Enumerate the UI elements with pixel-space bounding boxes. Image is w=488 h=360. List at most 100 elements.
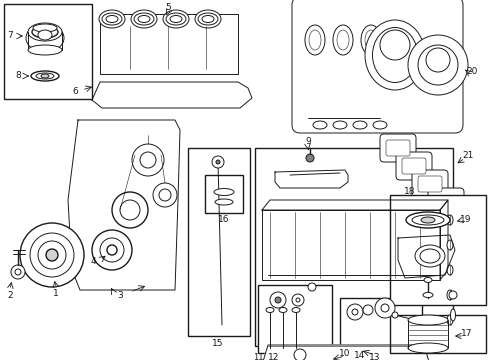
Bar [100,14,238,74]
Ellipse shape [138,15,150,22]
Text: 10: 10 [339,348,350,357]
Circle shape [269,292,285,308]
Ellipse shape [170,15,182,22]
Text: 7: 7 [7,31,13,40]
Circle shape [407,35,467,95]
Text: 20: 20 [466,68,477,77]
Text: 8: 8 [15,72,21,81]
Ellipse shape [131,10,157,28]
Circle shape [425,48,449,72]
Ellipse shape [332,25,352,55]
Ellipse shape [392,30,404,50]
Bar [389,195,485,305]
Ellipse shape [446,240,452,250]
Circle shape [274,297,281,303]
Polygon shape [68,120,180,290]
Text: 16: 16 [218,216,229,225]
Ellipse shape [41,74,49,78]
Ellipse shape [360,25,380,55]
FancyBboxPatch shape [379,134,415,162]
Ellipse shape [134,13,154,25]
Ellipse shape [32,26,58,38]
Circle shape [100,238,124,262]
Circle shape [346,304,362,320]
Circle shape [46,249,58,261]
Text: 1: 1 [53,288,59,297]
Polygon shape [397,235,454,278]
Circle shape [20,223,84,287]
Ellipse shape [364,20,424,90]
Text: 6: 6 [72,87,78,96]
Ellipse shape [388,25,408,55]
Text: 11: 11 [252,354,263,360]
Ellipse shape [446,290,452,300]
FancyBboxPatch shape [411,170,447,198]
Polygon shape [262,210,439,280]
FancyBboxPatch shape [427,188,463,216]
Ellipse shape [308,30,320,50]
Circle shape [120,200,140,220]
Bar [389,315,485,353]
Ellipse shape [414,245,444,267]
Ellipse shape [165,13,185,25]
Circle shape [374,298,394,318]
Polygon shape [439,200,447,280]
Bar [187,148,249,336]
Ellipse shape [214,189,234,195]
Ellipse shape [407,315,447,325]
Circle shape [216,160,220,164]
Ellipse shape [106,15,118,22]
Circle shape [295,298,299,302]
Circle shape [132,144,163,176]
Text: 2: 2 [7,291,13,300]
Ellipse shape [420,217,434,223]
Circle shape [159,189,171,201]
Polygon shape [262,345,429,360]
Ellipse shape [28,23,62,41]
Circle shape [140,152,156,168]
Ellipse shape [102,13,122,25]
Text: 12: 12 [268,354,279,360]
Ellipse shape [279,307,286,312]
FancyBboxPatch shape [417,176,441,192]
Polygon shape [262,200,447,210]
Circle shape [38,241,66,269]
Text: 19: 19 [459,216,471,225]
Ellipse shape [372,27,417,82]
Circle shape [417,45,457,85]
Ellipse shape [38,30,52,40]
Circle shape [305,154,313,162]
Circle shape [307,283,315,291]
Circle shape [391,312,397,318]
Circle shape [362,305,372,315]
Bar [204,175,243,213]
Ellipse shape [336,30,348,50]
Circle shape [153,183,177,207]
FancyBboxPatch shape [395,152,431,180]
Ellipse shape [305,25,325,55]
Text: 5: 5 [165,4,170,13]
Ellipse shape [352,121,366,129]
Circle shape [11,265,25,279]
Ellipse shape [265,307,273,312]
Ellipse shape [198,13,218,25]
Ellipse shape [446,265,452,275]
Text: 3: 3 [117,291,122,300]
Ellipse shape [26,24,64,52]
Bar [4,4,92,99]
Text: 15: 15 [212,339,224,348]
Ellipse shape [202,15,214,22]
Text: 17: 17 [460,329,472,338]
Circle shape [291,294,304,306]
Ellipse shape [332,121,346,129]
Text: 13: 13 [368,354,380,360]
Polygon shape [274,170,347,188]
Ellipse shape [446,215,452,225]
Circle shape [293,349,305,360]
Circle shape [351,309,357,315]
Ellipse shape [411,215,443,225]
Ellipse shape [372,121,386,129]
Ellipse shape [419,249,439,263]
Ellipse shape [28,45,62,55]
Ellipse shape [379,30,409,60]
